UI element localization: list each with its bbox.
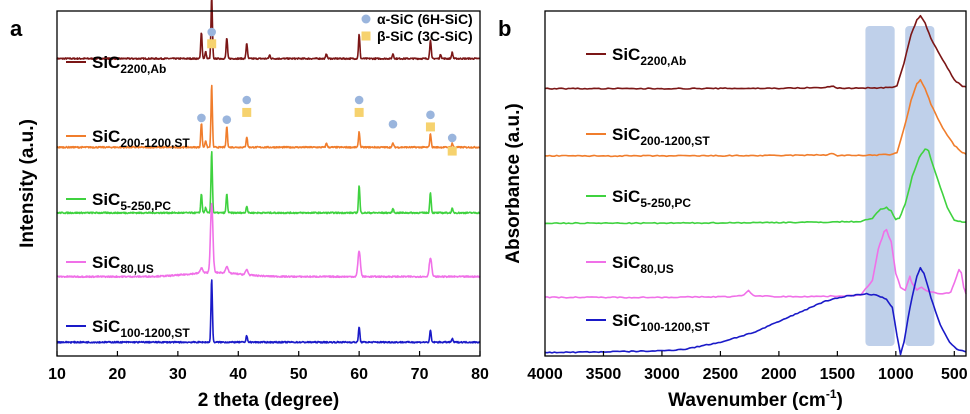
panel-b-x-tick-label: 500	[941, 366, 968, 383]
panel-a-legend-entry: β-SiC (3C-SiC)	[377, 28, 473, 44]
panel-a-phase-markers	[197, 27, 457, 156]
panel-a-legend-entry: α-SiC (6H-SiC)	[377, 11, 473, 27]
panel-b-series-labels: SiC2200,Ab SiC200-1200,ST SiC5-250,PC SiC80…	[586, 45, 710, 334]
panel-a-x-axis-label: 2 theta (degree)	[198, 390, 339, 411]
alpha-sic-peak-marker	[242, 95, 252, 105]
panel-b-series-label: SiC2200,Ab	[612, 45, 686, 68]
panel-b-x-axis-label: Wavenumber (cm-1)	[668, 387, 843, 411]
panel-a-xrd-chart: a SiC2200,AbSiC200-1200,STSiC5-250,PCSiC…	[10, 0, 489, 411]
panel-b-series-line	[544, 14, 967, 90]
legend-beta-square-icon	[361, 31, 371, 41]
panel-a-series-line	[56, 151, 481, 215]
panel-a-x-axis-ticks: 10 20 30 40 50 60 70 80	[48, 351, 489, 383]
panel-b-x-axis-ticks: 4000 3500 3000 2500 2000 1500 1000 500	[527, 351, 968, 383]
panel-a-series-label: SiC100-1200,ST	[92, 317, 190, 340]
panel-b-series-label: SiC80,US	[612, 253, 674, 276]
panel-b-x-tick-label: 2000	[761, 366, 797, 383]
alpha-sic-peak-marker	[447, 133, 457, 143]
panel-a-y-axis-label: Intensity (a.u.)	[17, 119, 38, 248]
panel-a-plot-frame	[56, 10, 481, 357]
panel-b-series-line	[544, 78, 967, 158]
beta-sic-peak-marker	[425, 122, 435, 132]
panel-b-highlight-bands	[865, 26, 935, 346]
panel-b-series-label: SiC100-1200,ST	[612, 311, 710, 334]
panel-b-series-line	[544, 266, 967, 356]
panel-a-legend: α-SiC (6H-SiC)β-SiC (3C-SiC)	[361, 11, 473, 44]
panel-a-x-tick-label: 20	[109, 366, 127, 383]
panel-a-letter: a	[10, 16, 23, 41]
alpha-sic-peak-marker	[207, 27, 216, 37]
panel-b-series-label: SiC200-1200,ST	[612, 125, 710, 148]
ftir-highlight-band	[905, 26, 935, 346]
panel-b-x-tick-label: 1000	[878, 366, 914, 383]
beta-sic-peak-marker	[207, 39, 217, 49]
panel-a-x-tick-label: 80	[471, 366, 489, 383]
panel-b-plot-frame	[544, 10, 967, 357]
panel-a-x-tick-label: 70	[411, 366, 429, 383]
panel-a-series-line	[56, 0, 481, 61]
alpha-sic-peak-marker	[426, 110, 435, 120]
panel-b-x-tick-label: 1500	[820, 366, 856, 383]
panel-b-x-tick-label: 4000	[527, 366, 563, 383]
panel-b-series-line	[544, 228, 967, 299]
panel-b-x-tick-label: 3500	[586, 366, 622, 383]
panel-a-series-label: SiC80,US	[92, 253, 154, 276]
panel-a-series-line	[56, 84, 481, 149]
alpha-sic-peak-marker	[197, 113, 206, 123]
beta-sic-peak-marker	[242, 107, 252, 117]
panel-a-x-tick-label: 40	[229, 366, 247, 383]
panel-b-series-line	[544, 148, 967, 225]
panel-a-x-tick-label: 50	[290, 366, 308, 383]
panel-a-series-labels: SiC2200,Ab SiC200-1200,ST SiC5-250,PC SiC80…	[66, 53, 190, 340]
panel-b-y-axis-label: Absorbance (a.u.)	[503, 103, 524, 263]
panel-b-ftir-chart: b SiC2200,AbSiC200-1200,STSiC5-250,PCSiC…	[498, 10, 968, 411]
panel-b-series-layer	[544, 14, 967, 356]
panel-b-x-tick-label: 3000	[644, 366, 680, 383]
panel-a-x-tick-label: 30	[169, 366, 187, 383]
legend-alpha-circle-icon	[361, 14, 371, 24]
panel-b-letter: b	[498, 16, 511, 41]
panel-a-series-label: SiC2200,Ab	[92, 53, 166, 76]
panel-b-x-tick-label: 2500	[703, 366, 739, 383]
panel-a-series-line	[56, 202, 481, 279]
alpha-sic-peak-marker	[354, 95, 364, 105]
panel-a-series-layer	[56, 0, 481, 344]
ftir-highlight-band	[865, 26, 895, 346]
alpha-sic-peak-marker	[222, 115, 232, 124]
panel-b-series-label: SiC5-250,PC	[612, 187, 691, 210]
alpha-sic-peak-marker	[388, 119, 398, 129]
panel-a-x-tick-label: 60	[350, 366, 368, 383]
beta-sic-peak-marker	[354, 107, 364, 117]
panel-a-x-tick-label: 10	[48, 366, 66, 383]
beta-sic-peak-marker	[447, 146, 457, 156]
panel-a-series-line	[56, 279, 481, 344]
panel-a-series-label: SiC200-1200,ST	[92, 127, 190, 150]
panel-a-series-label: SiC5-250,PC	[92, 190, 171, 213]
